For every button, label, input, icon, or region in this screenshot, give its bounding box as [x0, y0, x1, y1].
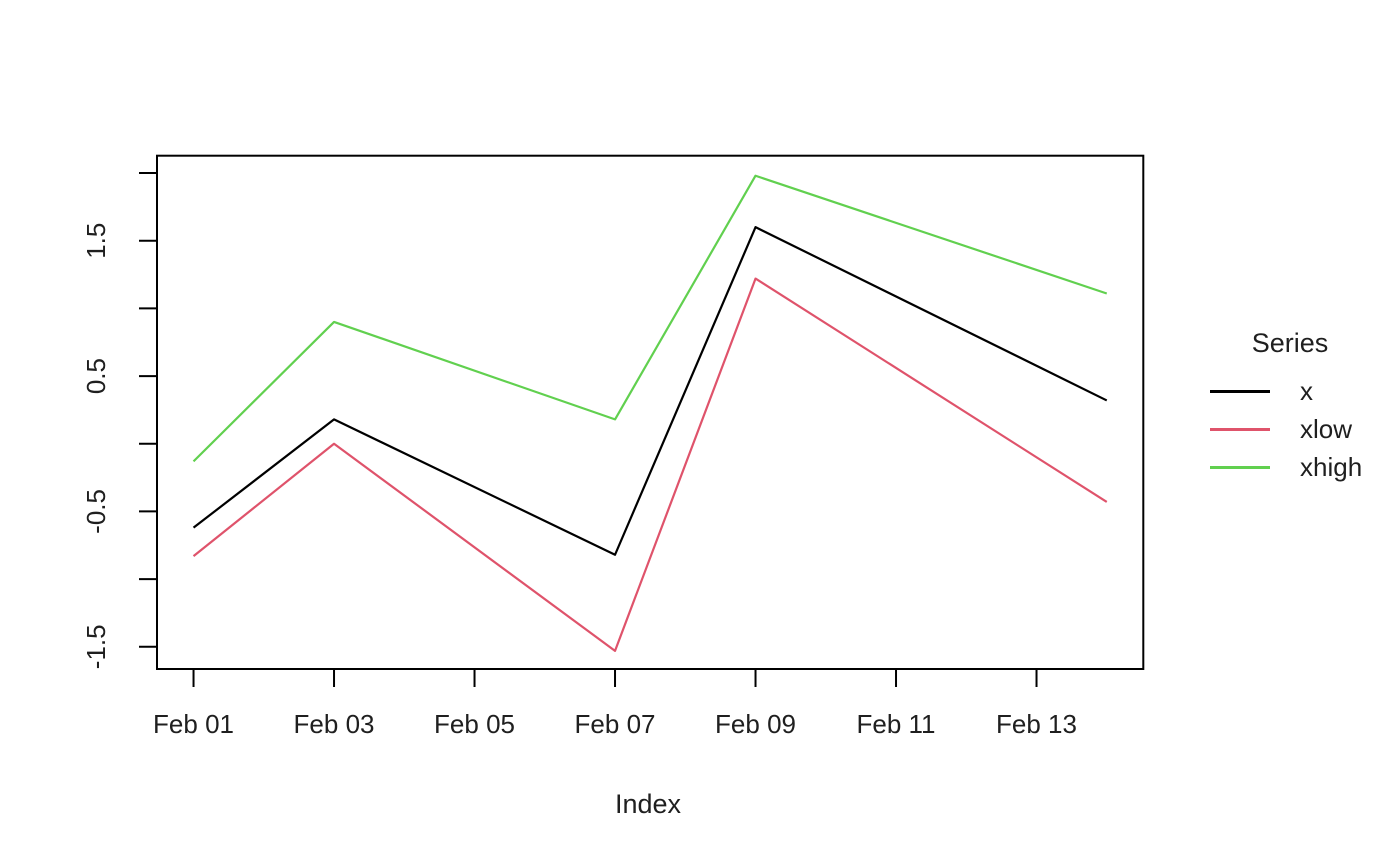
legend-rows: x xlow xhigh: [1210, 372, 1400, 486]
x-tick-label: Feb 07: [575, 709, 656, 739]
y-tick-label: -0.5: [81, 489, 111, 534]
y-tick-label: 1.5: [81, 223, 111, 259]
legend-row-xhigh: xhigh: [1210, 448, 1400, 486]
legend: Series x xlow xhigh: [1210, 328, 1400, 486]
legend-row-x: x: [1210, 372, 1400, 410]
legend-title: Series: [1251, 328, 1329, 358]
x-tick-label: Feb 13: [996, 709, 1077, 739]
series-line-x: [192, 226, 1108, 556]
legend-swatch-xlow: [1210, 427, 1270, 431]
x-axis-title: Index: [614, 789, 682, 819]
plot-frame: [156, 154, 1145, 670]
legend-label-x: x: [1300, 376, 1313, 406]
x-tick-label: Feb 01: [153, 709, 234, 739]
x-tick-label: Feb 11: [857, 709, 936, 739]
legend-swatch-xhigh: [1210, 465, 1270, 469]
legend-swatch-x: [1210, 389, 1270, 393]
legend-row-xlow: xlow: [1210, 410, 1400, 448]
series-line-xlow: [192, 277, 1108, 652]
x-tick-label: Feb 03: [294, 709, 375, 739]
y-tick-label: -1.5: [81, 624, 111, 669]
legend-label-xlow: xlow: [1300, 414, 1353, 444]
x-tick-label: Feb 09: [715, 709, 796, 739]
series-line-xhigh: [192, 174, 1108, 463]
y-tick-label: 0.5: [81, 358, 111, 394]
legend-label-xhigh: xhigh: [1300, 452, 1363, 482]
x-tick-label: Feb 05: [434, 709, 515, 739]
